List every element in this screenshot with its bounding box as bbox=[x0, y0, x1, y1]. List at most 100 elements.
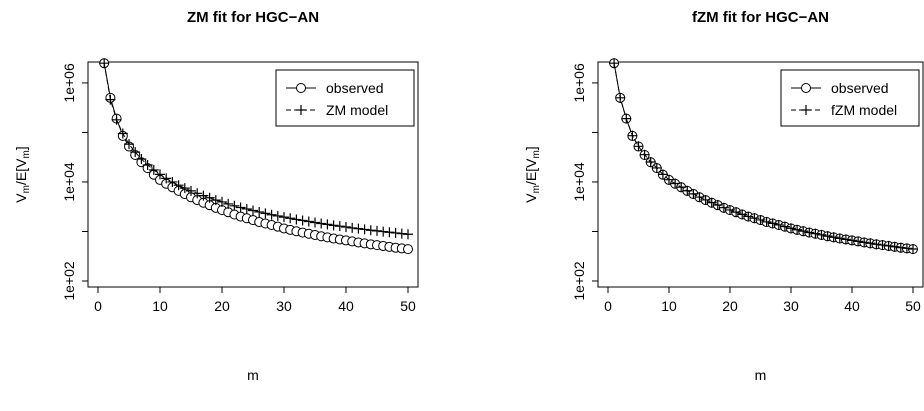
data-point-plus bbox=[272, 210, 283, 221]
data-point-plus bbox=[908, 244, 918, 255]
data-point-plus bbox=[706, 197, 717, 208]
data-point-plus bbox=[198, 190, 209, 201]
x-tick-label: 10 bbox=[152, 298, 168, 314]
data-point-plus bbox=[682, 185, 693, 196]
x-axis-label: m bbox=[247, 367, 259, 383]
data-point-plus bbox=[664, 174, 674, 185]
y-axis-label-part: ] bbox=[523, 146, 539, 150]
data-point-plus bbox=[651, 162, 662, 173]
legend-entry: observed bbox=[831, 80, 889, 96]
y-tick-label: 1e+04 bbox=[571, 162, 587, 202]
data-point-plus bbox=[372, 225, 382, 236]
data-point-plus bbox=[895, 242, 906, 253]
data-point-plus bbox=[266, 209, 277, 220]
data-point-plus bbox=[828, 232, 839, 243]
x-tick-label: 0 bbox=[94, 298, 102, 314]
data-point-plus bbox=[657, 169, 668, 180]
legend-marker-circle bbox=[801, 83, 811, 93]
data-point-plus bbox=[155, 169, 165, 180]
plot-frame bbox=[87, 61, 419, 288]
data-point-plus bbox=[853, 236, 864, 247]
data-point-plus bbox=[615, 92, 626, 103]
data-point-plus bbox=[889, 241, 900, 252]
data-point-plus bbox=[737, 209, 748, 220]
data-point-plus bbox=[694, 192, 705, 203]
x-tick-label: 0 bbox=[604, 298, 612, 314]
x-tick-label: 40 bbox=[338, 298, 354, 314]
data-point-plus bbox=[297, 215, 308, 226]
data-point-plus bbox=[229, 200, 240, 211]
data-point-plus bbox=[328, 220, 339, 231]
data-point-plus bbox=[291, 214, 302, 225]
data-point-plus bbox=[834, 233, 845, 244]
data-point-plus bbox=[816, 229, 827, 240]
y-tick-label: 1e+04 bbox=[61, 162, 77, 202]
legend-marker-circle bbox=[296, 83, 306, 93]
data-point-plus bbox=[260, 208, 271, 219]
y-axis-label-part: /E[V bbox=[523, 158, 539, 185]
data-point-plus bbox=[111, 114, 122, 125]
data-point-plus bbox=[99, 58, 110, 69]
data-point-plus bbox=[779, 221, 790, 232]
data-point-plus bbox=[883, 240, 894, 251]
y-axis-label-part: m bbox=[531, 185, 542, 193]
y-axis-label-part: V bbox=[13, 193, 29, 203]
data-point-plus bbox=[712, 200, 723, 211]
data-point-plus bbox=[877, 240, 888, 251]
x-tick-label: 20 bbox=[214, 298, 230, 314]
data-point-plus bbox=[124, 139, 134, 150]
data-point-plus bbox=[859, 237, 870, 248]
y-tick-label: 1e+06 bbox=[571, 63, 587, 103]
x-tick-label: 50 bbox=[905, 298, 921, 314]
data-point-plus bbox=[609, 58, 620, 69]
legend-box bbox=[780, 69, 920, 127]
chart-title: fZM fit for HGC−AN bbox=[692, 9, 829, 26]
x-tick-label: 10 bbox=[661, 298, 677, 314]
legend-entry: fZM model bbox=[831, 102, 897, 118]
x-tick-label: 40 bbox=[844, 298, 860, 314]
series-2 bbox=[99, 58, 413, 240]
y-tick-label: 1e+02 bbox=[571, 261, 587, 301]
data-point-plus bbox=[117, 128, 128, 139]
data-point-plus bbox=[241, 203, 252, 214]
x-tick-label: 30 bbox=[276, 298, 292, 314]
legend-box bbox=[275, 69, 415, 127]
data-point-plus bbox=[403, 229, 413, 240]
data-point-plus bbox=[384, 227, 395, 238]
data-point-plus bbox=[322, 219, 333, 230]
x-axis-label: m bbox=[755, 367, 767, 383]
data-point-plus bbox=[755, 214, 766, 225]
data-point-plus bbox=[822, 231, 833, 242]
data-point-plus bbox=[901, 243, 912, 254]
x-tick-label: 30 bbox=[783, 298, 799, 314]
data-point-plus bbox=[136, 154, 147, 165]
data-point-plus bbox=[254, 206, 265, 217]
y-axis-label-part: m bbox=[21, 150, 32, 158]
data-point-plus bbox=[279, 212, 289, 223]
y-axis-label-part: m bbox=[21, 185, 32, 193]
data-point-plus bbox=[223, 198, 234, 209]
data-point-plus bbox=[639, 149, 650, 160]
y-axis-label-part: V bbox=[523, 193, 539, 203]
data-point-plus bbox=[773, 219, 784, 230]
data-point-plus bbox=[676, 182, 687, 193]
x-tick-label: 50 bbox=[400, 298, 416, 314]
data-point-plus bbox=[633, 141, 644, 152]
data-point-plus bbox=[217, 196, 227, 207]
data-point-plus bbox=[334, 221, 345, 232]
data-point-plus bbox=[798, 226, 809, 237]
data-point-plus bbox=[621, 113, 632, 124]
data-point-plus bbox=[847, 235, 857, 246]
data-point-plus bbox=[105, 94, 116, 105]
legend-marker-plus bbox=[801, 105, 811, 115]
data-point-plus bbox=[285, 213, 296, 224]
y-axis-label: Vm/E[Vm] bbox=[523, 146, 542, 202]
legend: observed ZM model bbox=[275, 69, 415, 127]
data-point-plus bbox=[670, 178, 681, 189]
data-point-plus bbox=[167, 176, 178, 187]
y-axis-label-part: /E[V bbox=[13, 158, 29, 185]
data-point-plus bbox=[173, 180, 184, 191]
data-point-plus bbox=[786, 223, 796, 234]
